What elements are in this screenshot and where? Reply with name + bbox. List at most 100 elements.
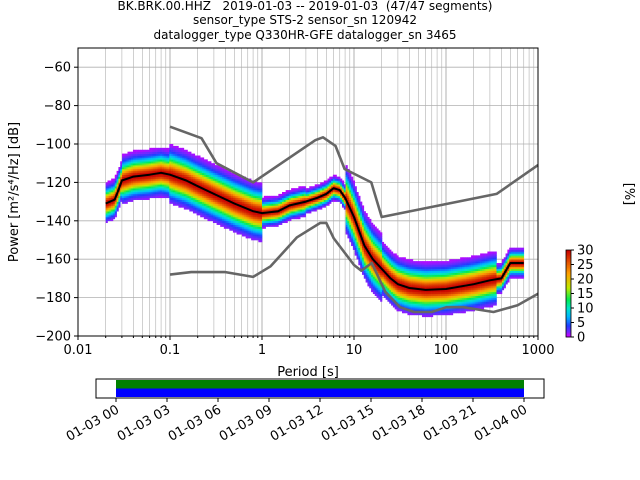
density-cell (189, 176, 192, 179)
density-cell (218, 211, 221, 214)
density-cell (438, 268, 441, 272)
density-cell (365, 245, 368, 248)
density-cell (345, 230, 348, 233)
density-cell (203, 159, 206, 162)
density-cell (371, 238, 374, 241)
density-cell (411, 307, 414, 310)
density-cell (243, 209, 246, 212)
density-cell (347, 172, 350, 176)
density-cell (127, 153, 130, 156)
density-cell (312, 203, 316, 206)
density-cell (389, 299, 392, 302)
density-cell (351, 195, 354, 199)
density-cell (178, 197, 181, 200)
density-cell (418, 295, 421, 298)
density-cell (418, 261, 421, 264)
density-cell (394, 289, 397, 293)
density-cell (112, 182, 116, 185)
density-cell (196, 195, 199, 199)
density-cell (309, 190, 312, 193)
density-cell (416, 303, 419, 306)
density-cell (409, 274, 412, 277)
density-cell (374, 266, 377, 270)
density-cell (254, 236, 257, 239)
density-cell (334, 186, 337, 189)
density-cell (318, 207, 321, 210)
density-cell (300, 203, 303, 206)
density-cell (122, 201, 125, 204)
density-cell (365, 243, 368, 247)
density-cell (420, 299, 423, 302)
density-cell (229, 174, 232, 177)
density-cell (132, 149, 136, 152)
density-cell (218, 182, 221, 185)
density-cell (112, 184, 116, 187)
density-cell (423, 307, 426, 310)
density-cell (343, 192, 346, 195)
density-cell (229, 178, 232, 181)
density-cell (358, 197, 361, 200)
density-cell (349, 230, 352, 233)
density-cell (131, 178, 134, 181)
density-cell (401, 293, 405, 296)
density-cell (229, 207, 232, 210)
density-cell (349, 228, 352, 231)
density-cell (387, 299, 390, 302)
density-cell (220, 176, 223, 179)
density-cell (367, 268, 370, 272)
density-cell (198, 170, 201, 174)
density-cell (323, 195, 326, 199)
density-cell (305, 205, 308, 208)
density-cell (220, 193, 223, 197)
density-cell (151, 167, 154, 170)
density-cell (185, 203, 188, 206)
density-cell (320, 203, 323, 206)
density-cell (236, 230, 239, 233)
density-cell (227, 195, 230, 199)
density-cell (214, 213, 217, 216)
density-cell (274, 213, 277, 216)
density-cell (303, 188, 306, 191)
density-cell (389, 291, 392, 295)
density-cell (378, 255, 381, 258)
density-cell (251, 230, 254, 233)
density-cell (372, 284, 376, 287)
density-cell (363, 236, 366, 239)
density-cell (247, 230, 250, 233)
density-cell (167, 188, 170, 191)
density-cell (160, 149, 163, 152)
density-cell (421, 264, 425, 268)
density-cell (205, 203, 208, 206)
density-cell (380, 259, 383, 262)
density-cell (205, 205, 208, 208)
density-cell (405, 274, 408, 277)
density-cell (445, 272, 448, 275)
density-cell (169, 145, 172, 149)
density-cell (183, 153, 186, 156)
density-cell (283, 211, 286, 214)
density-cell (147, 165, 150, 168)
density-cell (258, 222, 261, 225)
density-cell (345, 176, 348, 179)
density-cell (187, 184, 190, 187)
density-cell (305, 190, 308, 193)
density-cell (111, 184, 114, 187)
density-cell (200, 170, 203, 174)
density-cell (407, 288, 410, 291)
density-cell (220, 167, 223, 170)
density-cell (143, 163, 146, 166)
density-cell (154, 174, 157, 177)
density-cell (394, 274, 397, 277)
density-cell (449, 289, 452, 293)
density-cell (218, 220, 221, 224)
density-cell (232, 228, 236, 231)
density-cell (282, 218, 285, 222)
density-cell (282, 209, 285, 212)
density-cell (156, 151, 159, 154)
density-cell (174, 153, 177, 156)
density-cell (411, 286, 414, 289)
density-cell (405, 288, 408, 291)
density-cell (325, 190, 328, 193)
density-cell (200, 211, 203, 214)
density-cell (254, 207, 257, 210)
